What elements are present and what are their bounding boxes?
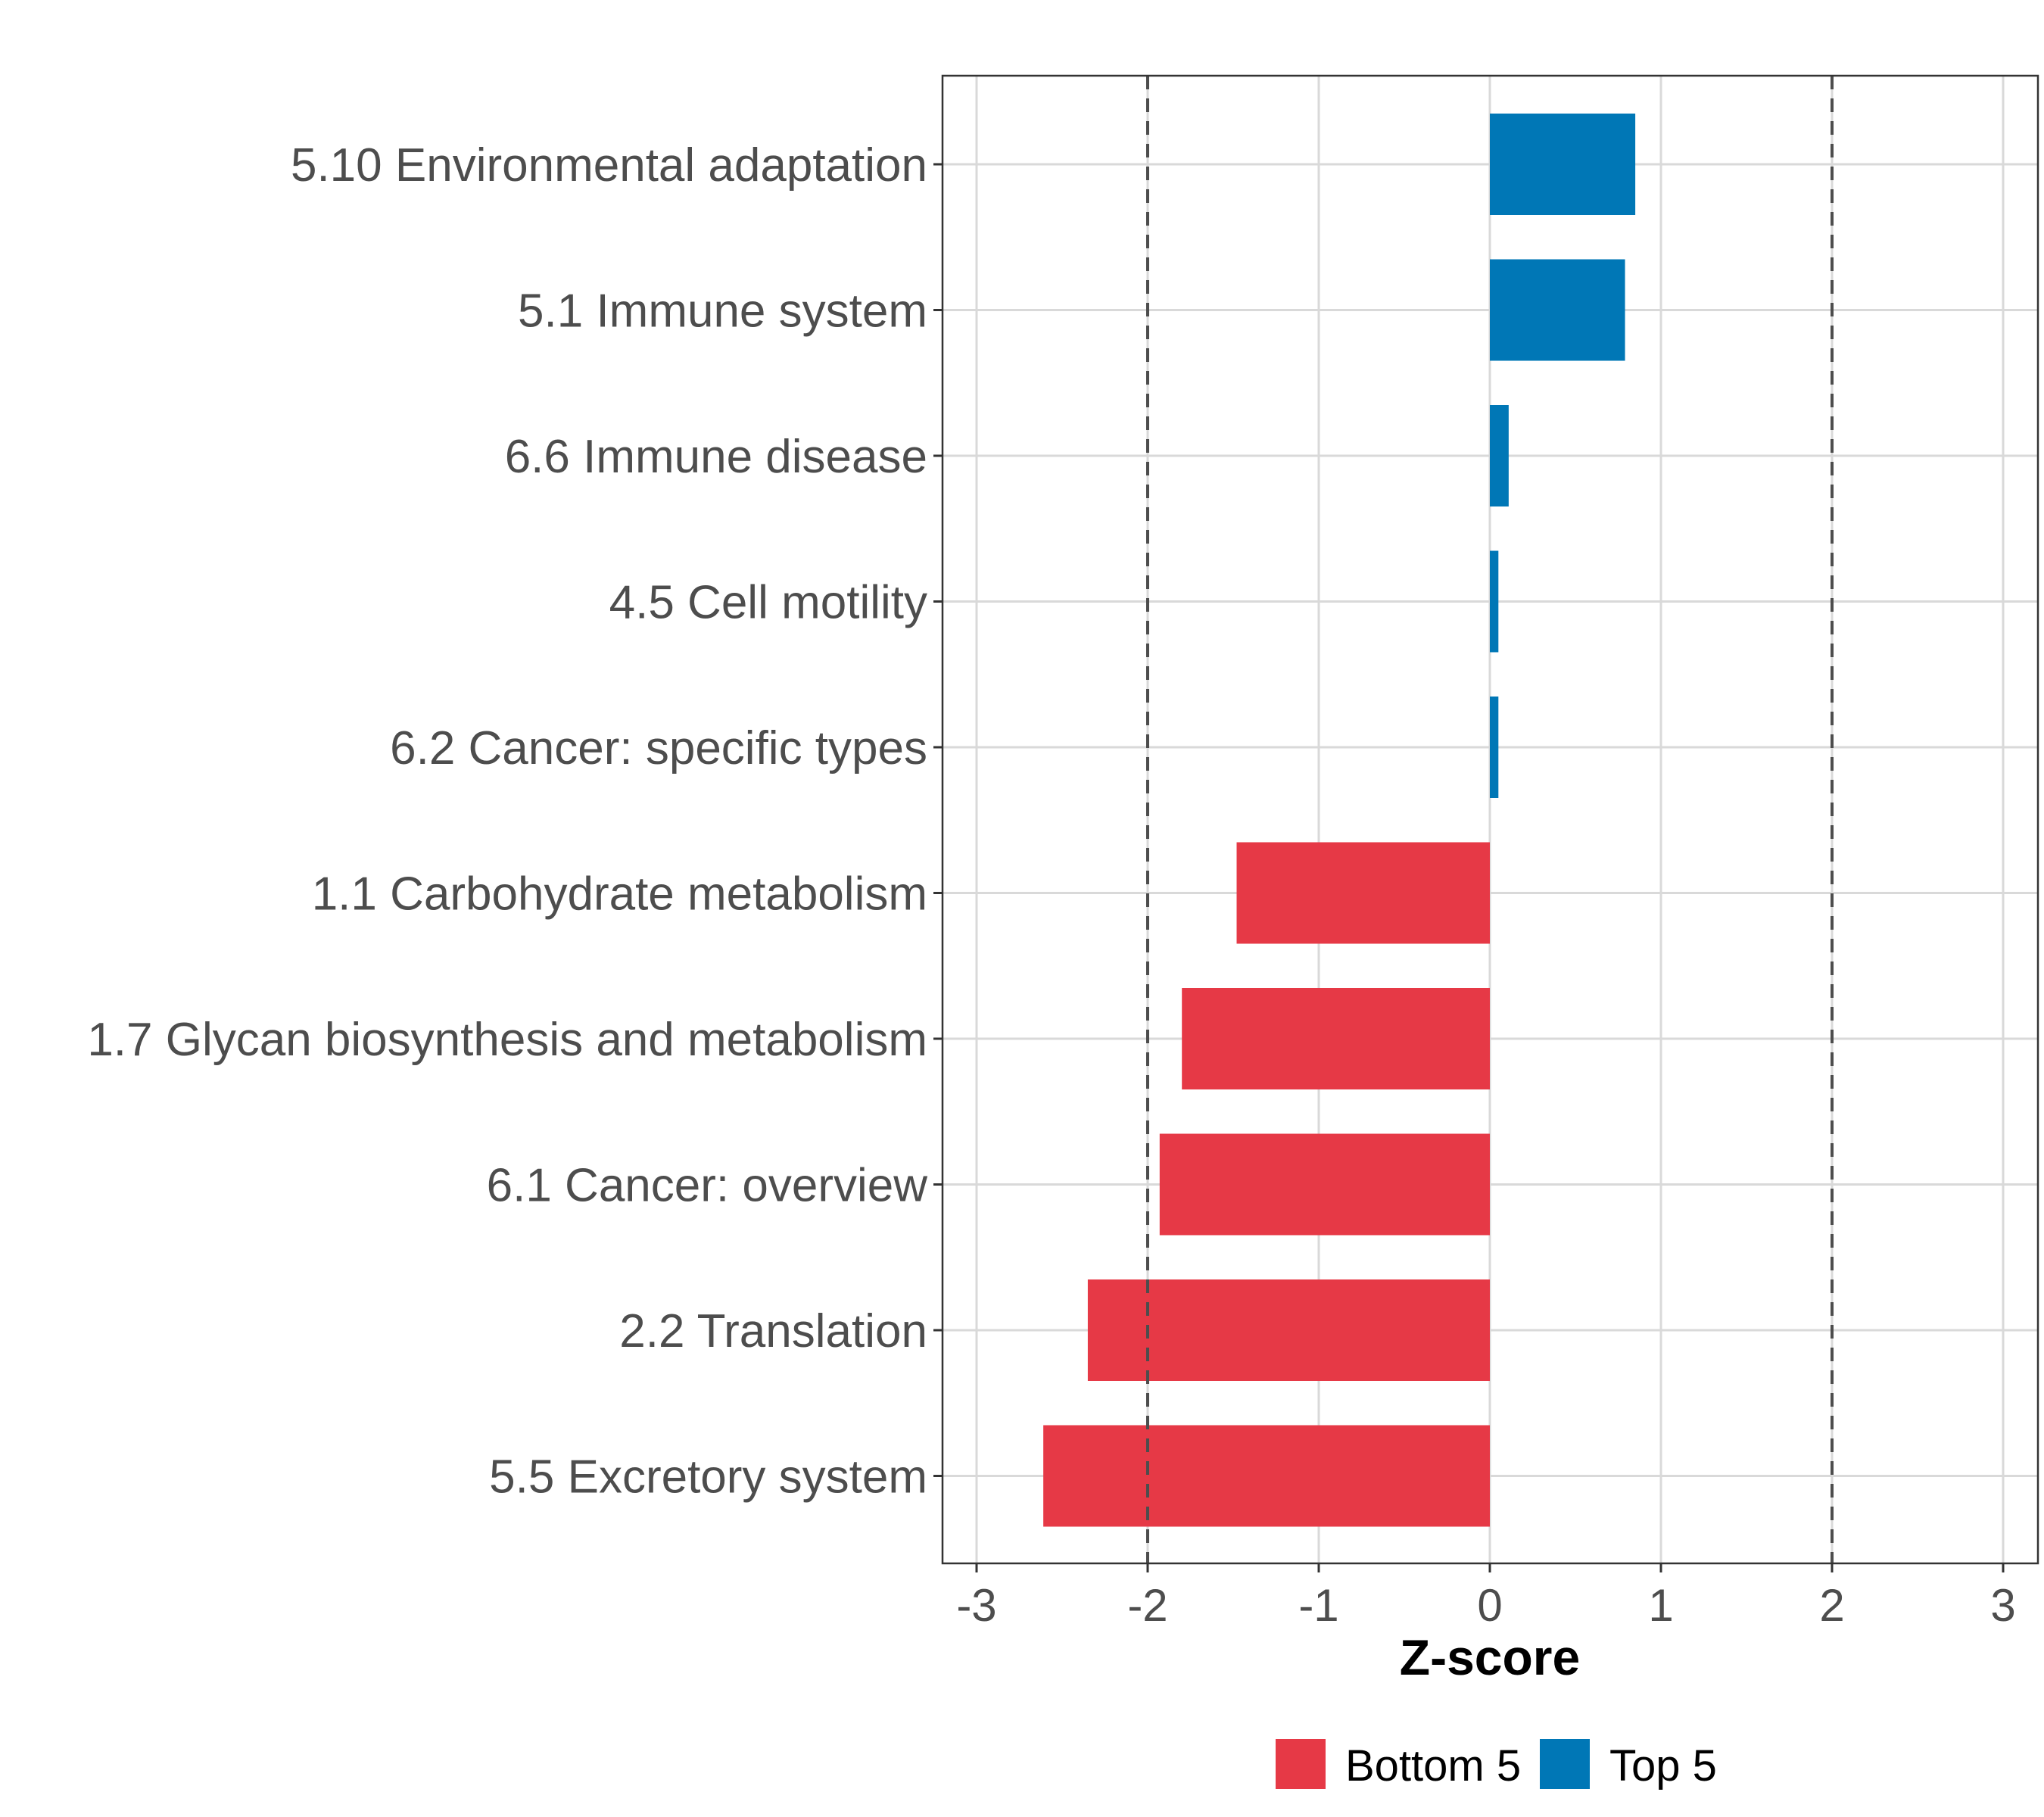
x-tick-label: -2 bbox=[1127, 1580, 1167, 1631]
bar bbox=[1043, 1425, 1490, 1527]
legend-swatch bbox=[1540, 1739, 1590, 1789]
bar bbox=[1182, 988, 1490, 1089]
bar bbox=[1490, 114, 1636, 215]
x-tick-label: 0 bbox=[1477, 1580, 1502, 1631]
bar bbox=[1236, 842, 1490, 944]
category-label: 1.7 Glycan biosynthesis and metabolism bbox=[87, 1014, 927, 1066]
x-tick-label: 1 bbox=[1648, 1580, 1673, 1631]
grid bbox=[943, 76, 2038, 1563]
bar bbox=[1490, 697, 1499, 798]
category-label: 1.1 Carbohydrate metabolism bbox=[312, 868, 927, 921]
bar bbox=[1490, 550, 1499, 653]
legend-label: Bottom 5 bbox=[1345, 1741, 1521, 1791]
category-label: 6.2 Cancer: specific types bbox=[390, 722, 927, 774]
legend-swatch bbox=[1276, 1739, 1326, 1789]
bar bbox=[1087, 1279, 1490, 1381]
legend: Bottom 5 Top 5 bbox=[1276, 1739, 1717, 1791]
x-tick-label: 3 bbox=[1990, 1580, 2015, 1631]
bar bbox=[1159, 1133, 1490, 1236]
category-label: 2.2 Translation bbox=[619, 1305, 927, 1357]
x-tick-label: 2 bbox=[1819, 1580, 1844, 1631]
x-axis-title: Z-score bbox=[1400, 1629, 1580, 1685]
category-label: 6.6 Immune disease bbox=[505, 431, 927, 483]
x-tick-label: -1 bbox=[1298, 1580, 1338, 1631]
bars bbox=[1043, 114, 1636, 1527]
category-label: 6.1 Cancer: overview bbox=[487, 1160, 928, 1212]
category-label: 5.5 Excretory system bbox=[489, 1451, 927, 1504]
category-label: 5.1 Immune system bbox=[518, 285, 927, 338]
legend-label: Top 5 bbox=[1609, 1741, 1717, 1791]
category-label: 4.5 Cell motility bbox=[609, 577, 927, 629]
bar bbox=[1490, 259, 1625, 361]
y-axis: 5.10 Environmental adaptation 5.1 Immune … bbox=[87, 139, 943, 1504]
x-tick-label: -3 bbox=[956, 1580, 996, 1631]
bar bbox=[1490, 405, 1509, 506]
category-label: 5.10 Environmental adaptation bbox=[291, 139, 927, 192]
reference-lines bbox=[1146, 76, 1834, 1563]
x-axis: -3 -2 -1 0 1 2 3 bbox=[956, 1563, 2016, 1631]
